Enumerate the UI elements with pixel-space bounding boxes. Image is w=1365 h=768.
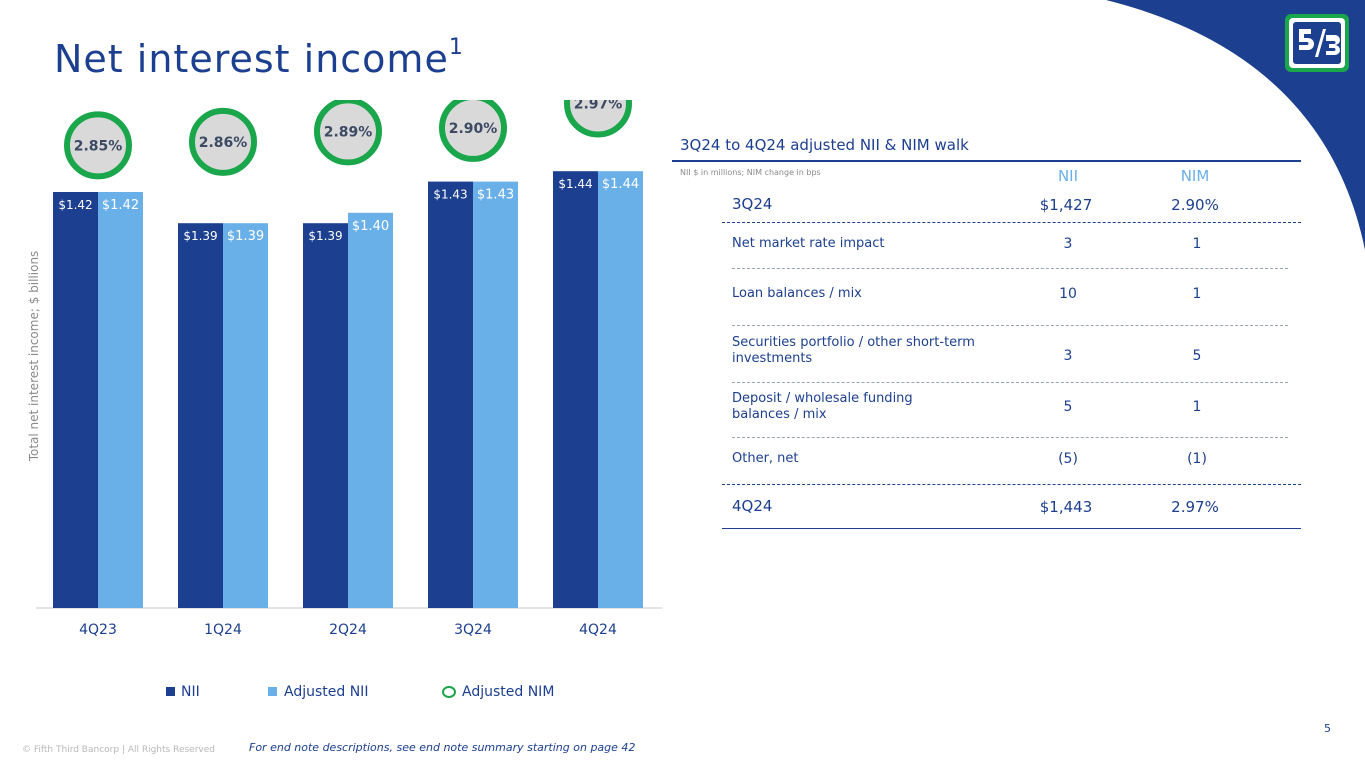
row-divider — [732, 382, 1288, 383]
nii-data-label: $1.39 — [183, 229, 217, 243]
walk-table-title: 3Q24 to 4Q24 adjusted NII & NIM walk — [680, 136, 969, 154]
nii-data-label: $1.44 — [558, 177, 592, 191]
nii-bar — [553, 171, 598, 608]
page-number: 5 — [1324, 722, 1331, 735]
walk-row-nii: (5) — [1058, 451, 1078, 467]
adjusted-nim-bubble — [564, 100, 632, 138]
nii-bar-chart: $1.42 $1.42 4Q23 2.85% $1.39 $1.39 1Q24 2.86% $1… — [36, 100, 662, 700]
adjusted-nii-bar — [473, 181, 518, 608]
column-header-nim: NIM — [1180, 167, 1210, 185]
legend-label-adjusted-nii: Adjusted NII — [284, 684, 368, 700]
nii-data-label: $1.43 — [433, 188, 467, 202]
adjusted-nii-bar — [348, 212, 393, 609]
legend-swatch-adjusted-nim — [442, 686, 456, 698]
adjusted-nim-bubble — [439, 100, 507, 162]
walk-row-nim: 2.97% — [1171, 498, 1219, 516]
nii-bar — [178, 223, 223, 608]
adjusted-nii-data-label: $1.42 — [102, 198, 139, 213]
adjusted-nii-bar — [598, 171, 643, 608]
adjusted-nim-bubble — [189, 107, 257, 176]
walk-row-nim: 1 — [1192, 236, 1202, 252]
nii-data-label: $1.39 — [308, 229, 342, 243]
adjusted-nii-data-label: $1.43 — [477, 188, 514, 203]
nii-bar — [53, 192, 98, 608]
legend-swatch-nii — [166, 687, 175, 696]
walk-row-label: Deposit / wholesale funding balances / m… — [732, 391, 913, 422]
adjusted-nim-label: 2.89% — [324, 124, 373, 140]
walk-row-nii: $1,443 — [1039, 498, 1093, 516]
walk-row-nii: 10 — [1059, 286, 1077, 302]
walk-row-nim: 1 — [1192, 399, 1202, 415]
walk-row-nii: 3 — [1063, 348, 1073, 364]
walk-row-nii: 5 — [1063, 399, 1073, 415]
walk-row-label: Net market rate impact — [732, 236, 885, 251]
row-divider — [722, 222, 1301, 223]
walk-row-nim: 5 — [1192, 348, 1202, 364]
walk-row-label: Other, net — [732, 451, 799, 466]
x-tick-label: 1Q24 — [204, 622, 242, 638]
copyright: © Fifth Third Bancorp | All Rights Reser… — [22, 745, 215, 755]
adjusted-nim-label: 2.85% — [74, 138, 123, 154]
walk-row-nii: 3 — [1063, 236, 1073, 252]
row-divider — [732, 268, 1288, 269]
adjusted-nii-data-label: $1.39 — [227, 229, 264, 244]
adjusted-nim-bubble — [314, 100, 382, 166]
x-tick-label: 2Q24 — [329, 622, 367, 638]
walk-table-note: NII $ in millions; NIM change in bps — [680, 168, 821, 177]
nii-bar — [428, 181, 473, 608]
column-header-nii: NII — [1057, 167, 1079, 185]
fifth-third-logo — [1285, 14, 1349, 72]
table-bottom-rule — [722, 528, 1301, 529]
adjusted-nii-data-label: $1.40 — [352, 219, 389, 234]
walk-table-title-rule — [672, 160, 1301, 162]
x-tick-label: 3Q24 — [454, 622, 492, 638]
walk-row-nim: 1 — [1192, 286, 1202, 302]
title-footnote-marker: 1 — [448, 35, 464, 61]
walk-row-label: 3Q24 — [732, 195, 773, 213]
row-divider — [722, 484, 1301, 485]
walk-row-label: Loan balances / mix — [732, 286, 862, 301]
x-tick-label: 4Q23 — [79, 622, 117, 638]
adjusted-nim-label: 2.90% — [449, 121, 498, 137]
nii-bar — [303, 223, 348, 608]
adjusted-nii-data-label: $1.44 — [602, 177, 639, 192]
walk-row-label: Securities portfolio / other short-term … — [732, 335, 975, 366]
walk-row-nim: 2.90% — [1171, 196, 1219, 214]
adjusted-nim-bubble — [64, 111, 132, 180]
x-tick-label: 4Q24 — [579, 622, 617, 638]
walk-row-nim: (1) — [1187, 451, 1207, 467]
adjusted-nii-bar — [223, 223, 268, 608]
page-title: Net interest income1 — [54, 35, 464, 81]
legend-swatch-adjusted-nii — [268, 687, 277, 696]
adjusted-nim-label: 2.97% — [574, 100, 623, 112]
adjusted-nii-bar — [98, 192, 143, 608]
row-divider — [732, 437, 1288, 438]
walk-row-nii: $1,427 — [1039, 196, 1093, 214]
row-divider — [732, 325, 1288, 326]
nii-data-label: $1.42 — [58, 198, 92, 212]
endnote-reference: For end note descriptions, see end note … — [249, 741, 636, 754]
adjusted-nim-label: 2.86% — [199, 135, 248, 151]
walk-row-label: 4Q24 — [732, 497, 773, 515]
legend-label-adjusted-nim: Adjusted NIM — [462, 684, 554, 700]
legend-label-nii: NII — [181, 684, 200, 700]
